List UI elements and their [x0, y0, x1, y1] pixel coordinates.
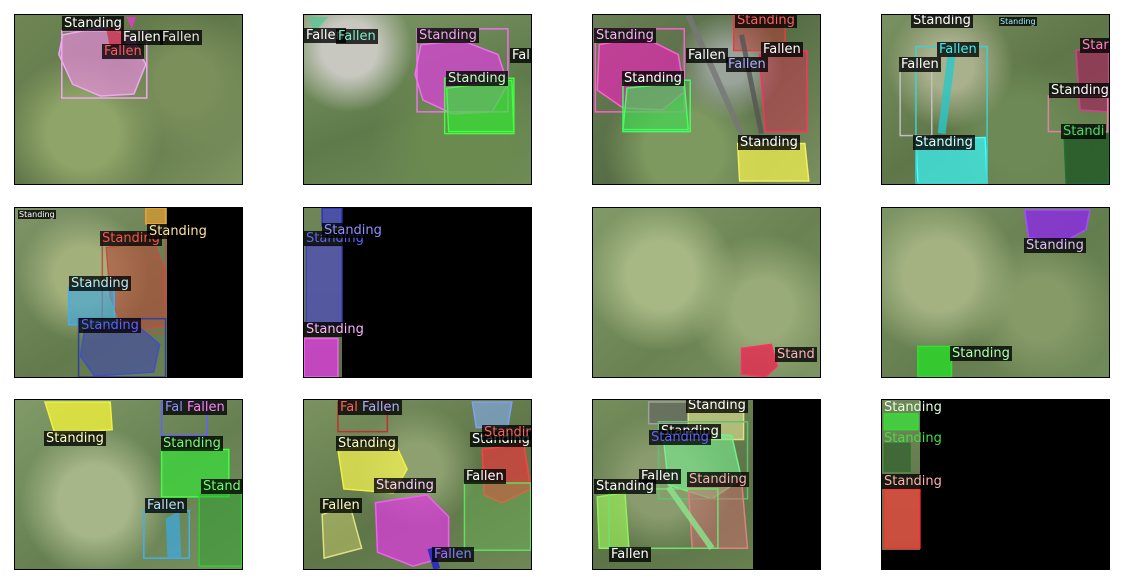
detection-panel-r2c3: Stand [592, 207, 821, 378]
class-label: Standi [1061, 124, 1107, 139]
segmentation-overlay [899, 43, 1109, 184]
class-label: Standing [594, 479, 656, 494]
class-label: Fallen [464, 469, 506, 484]
class-label: Standing [1024, 238, 1086, 253]
class-label: Standing [304, 322, 366, 337]
class-label: Fal [338, 400, 360, 415]
class-label: Standing [884, 431, 942, 446]
class-label: Stand [775, 347, 817, 362]
detection-panel-r1c1: Standing Fallen Fallen Fallen [14, 14, 243, 185]
class-label: Fallen [121, 30, 163, 45]
class-label: Star [1080, 38, 1109, 53]
class-label: Standing [446, 71, 508, 86]
segmentation-overlay [883, 413, 921, 549]
class-label: Stand [201, 479, 242, 494]
class-label: Standing [18, 210, 56, 219]
class-label: Fallen [102, 44, 144, 59]
segmentation-overlay [67, 208, 167, 377]
segmentation-overlay [594, 15, 810, 182]
class-label: Standing [911, 14, 973, 28]
class-label: Standing [1049, 83, 1109, 98]
class-label: Standing [686, 399, 748, 413]
class-label: Standing [336, 436, 398, 451]
detection-panel-r1c3: Standing Standing Fallen Fallen Fallen S… [592, 14, 821, 185]
class-label: Standing [44, 431, 106, 446]
detection-panel-r2c2: Standing Standing Standing [303, 207, 532, 378]
class-label: Fallen [686, 48, 728, 63]
class-label: Standing [950, 346, 1012, 361]
class-label: Fal [163, 400, 185, 415]
class-label: Standing [161, 436, 223, 451]
detection-panel-r1c4: Standing Standing Fallen Fallen Star Sta… [881, 14, 1110, 185]
class-label: Standing [374, 478, 436, 493]
class-label: Fal [510, 48, 531, 63]
class-label: Standing [687, 472, 749, 487]
class-label: Standin [482, 425, 531, 440]
class-label: Standing [417, 28, 479, 43]
class-label: Fallen [432, 547, 474, 562]
class-label: Fallen [145, 498, 187, 513]
detection-panel-r3c2: Fal Fallen Standing Standing Standin Fal… [303, 399, 532, 570]
detection-panel-r3c4: Standing Standing Standing [881, 399, 1110, 570]
class-label: Standing [100, 231, 162, 246]
class-label: Standing [62, 16, 124, 31]
class-label: Standing [69, 276, 131, 291]
class-label: Fallen [336, 29, 378, 44]
class-label: Fallen [726, 57, 768, 72]
class-label: Fallen [304, 28, 346, 43]
segmentation-overlay [740, 343, 778, 377]
class-label: Fallen [937, 42, 979, 57]
class-label: Fallen [761, 42, 803, 57]
class-label: Fallen [160, 30, 202, 45]
class-label: Fallen [360, 400, 402, 415]
class-label: Standing [999, 17, 1037, 26]
detection-panel-r2c1: Standing Standing Standing Standing Stan… [14, 207, 243, 378]
class-label: Standing [649, 430, 711, 445]
detection-panel-r3c3: Standing Standing Standing Fallen Standi… [592, 399, 821, 570]
class-label: Standing [884, 400, 942, 415]
segmentation-overlay [321, 401, 531, 569]
class-label: Standing [913, 135, 975, 150]
class-label: Standing [735, 14, 797, 28]
class-label: Standing [882, 474, 944, 489]
detection-panel-r3c1: Standing Fal Fallen Standing Stand Falle… [14, 399, 243, 570]
class-label: Fallen [320, 498, 362, 513]
detection-panel-r1c2: Fallen Fallen Standing Fal Standing [303, 14, 532, 185]
class-label: Standing [322, 223, 384, 238]
detection-panel-r2c4: Standing Standing [881, 207, 1110, 378]
class-label: Standing [622, 71, 684, 86]
class-label: Fallen [609, 547, 651, 562]
class-label: Standing [147, 224, 209, 239]
class-label: Fallen [899, 57, 941, 72]
class-label: Standing [594, 28, 656, 43]
segmentation-overlay [917, 209, 1091, 377]
class-label: Standing [738, 135, 800, 150]
class-label: Fallen [185, 400, 227, 415]
class-label: Standing [79, 318, 141, 333]
